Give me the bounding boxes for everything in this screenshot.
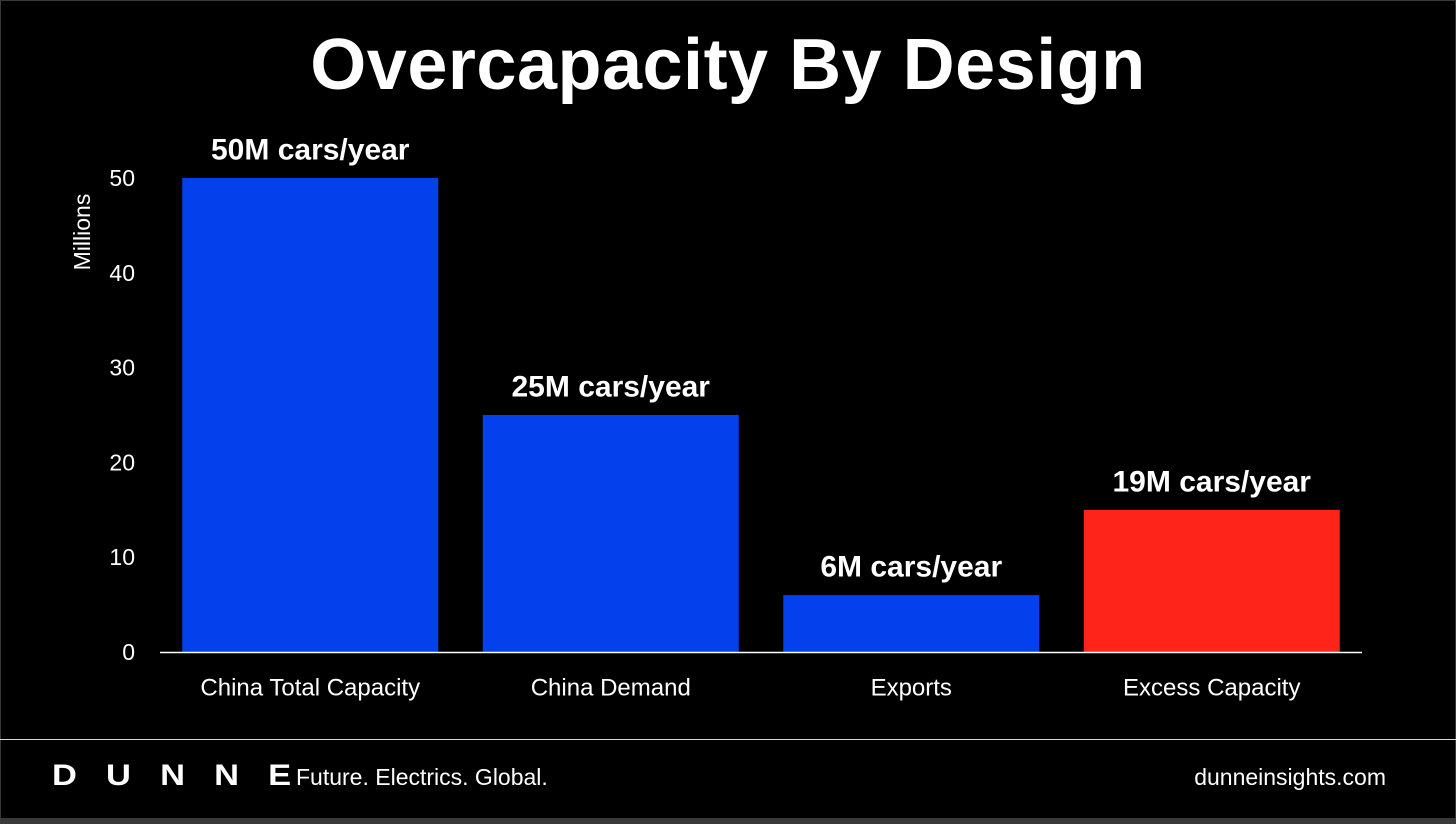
bar-china-demand xyxy=(482,415,739,652)
footer-divider xyxy=(0,739,1456,740)
x-tick-label: Excess Capacity xyxy=(1123,675,1300,702)
brand-letter: D xyxy=(52,759,77,792)
brand-letter: N xyxy=(160,759,185,792)
x-axis: China Total Capacity China Demand Exports E… xyxy=(160,651,1362,702)
data-label: 19M cars/year xyxy=(1113,465,1312,498)
y-tick-label: 10 xyxy=(109,544,135,570)
x-tick-label: China Total Capacity xyxy=(200,675,420,702)
y-axis: Millions 0 10 20 30 40 50 xyxy=(69,165,135,665)
y-axis-title: Millions xyxy=(69,194,95,271)
x-tick-label: Exports xyxy=(871,675,952,702)
x-tick-label: China Demand xyxy=(531,675,691,702)
bar-chart: Millions 0 10 20 30 40 50 China Total Capacity… xyxy=(69,134,1362,702)
bar-china-total-capacity xyxy=(182,178,439,652)
bars xyxy=(182,178,1340,652)
y-tick-label: 50 xyxy=(109,165,135,191)
chart-title: Overcapacity By Design xyxy=(310,25,1146,105)
y-tick-label: 40 xyxy=(109,260,135,286)
data-label: 25M cars/year xyxy=(512,371,711,404)
data-labels: 50M cars/year 25M cars/year 6M cars/year 19… xyxy=(211,134,1311,584)
y-tick-label: 20 xyxy=(109,449,135,475)
y-tick-label: 30 xyxy=(109,355,135,381)
tagline: Future. Electrics. Global. xyxy=(296,764,548,790)
bar-excess-capacity xyxy=(1083,509,1340,652)
data-label: 6M cars/year xyxy=(820,551,1002,584)
brand-letter: N xyxy=(214,759,240,792)
y-tick-label: 0 xyxy=(122,639,135,665)
website-link[interactable]: dunneinsights.com xyxy=(1194,764,1386,790)
brand-letter: E xyxy=(268,759,292,792)
footer-bottom-band xyxy=(0,818,1456,824)
data-label: 50M cars/year xyxy=(211,134,410,167)
brand-letter: U xyxy=(106,759,131,792)
bar-exports xyxy=(783,595,1040,652)
